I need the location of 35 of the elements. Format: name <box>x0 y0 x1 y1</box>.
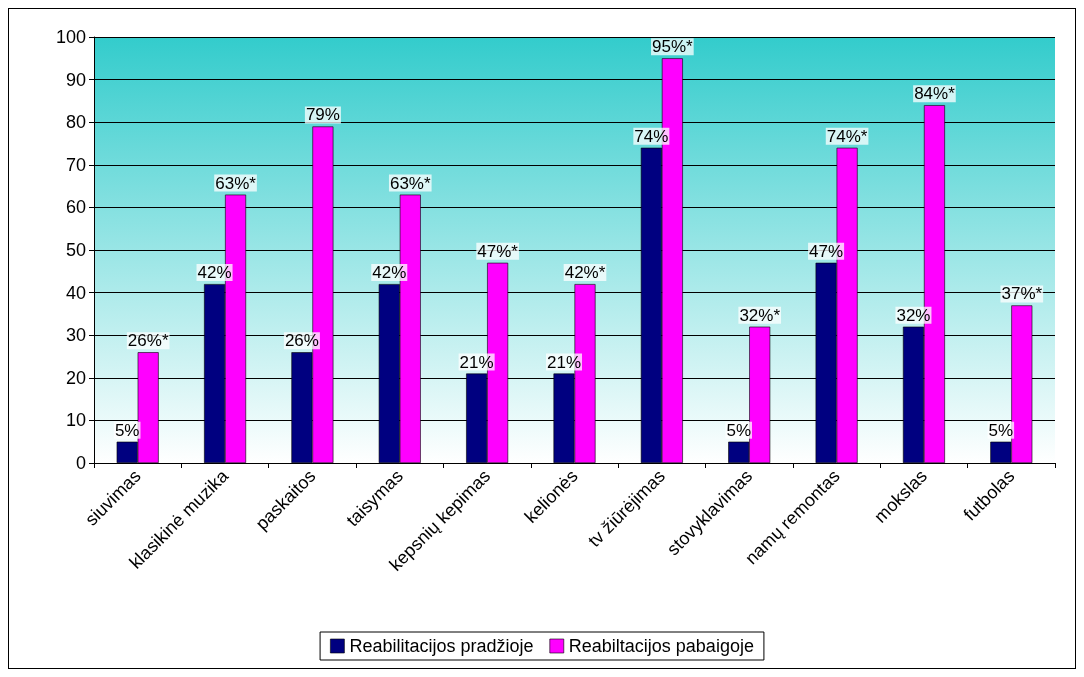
y-tick-label: 40 <box>65 282 86 303</box>
y-tick-label: 0 <box>75 453 86 473</box>
data-label: 74% <box>634 126 669 146</box>
data-label: 47%* <box>477 241 519 261</box>
data-label: 21% <box>459 352 494 372</box>
y-tick-label: 10 <box>65 410 86 431</box>
data-label: 63%* <box>389 173 431 193</box>
legend-label: Reabilitacijos pradžioje <box>349 636 534 656</box>
data-label: 42%* <box>564 263 606 283</box>
y-tick-label: 20 <box>65 367 86 388</box>
y-tick-label: 60 <box>65 197 86 218</box>
data-label: 63%* <box>215 173 257 193</box>
data-label: 74%* <box>826 126 868 146</box>
y-tick-label: 70 <box>65 154 86 175</box>
data-label: 5% <box>114 420 140 440</box>
legend-label: Reabiltacijos pabaigoje <box>568 636 754 656</box>
y-tick-label: 90 <box>65 69 86 90</box>
y-tick-label: 30 <box>65 325 86 346</box>
y-tick-label: 80 <box>65 112 86 133</box>
data-label: 95%* <box>652 37 694 57</box>
data-label: 79% <box>305 105 340 125</box>
data-label: 32%* <box>739 305 781 325</box>
data-label: 5% <box>988 420 1014 440</box>
data-label: 5% <box>726 420 752 440</box>
data-label: 37%* <box>1001 284 1043 304</box>
data-label: 84%* <box>914 84 956 104</box>
data-label: 42% <box>372 263 407 283</box>
data-label: 47% <box>809 241 844 261</box>
data-label: 21% <box>546 352 582 372</box>
data-label: 32% <box>896 305 931 325</box>
y-tick-label: 50 <box>65 240 86 260</box>
data-label: 26%* <box>127 331 169 351</box>
y-tick-label: 100 <box>55 27 86 47</box>
data-label: 42% <box>197 263 232 283</box>
data-label: 26% <box>284 331 319 351</box>
